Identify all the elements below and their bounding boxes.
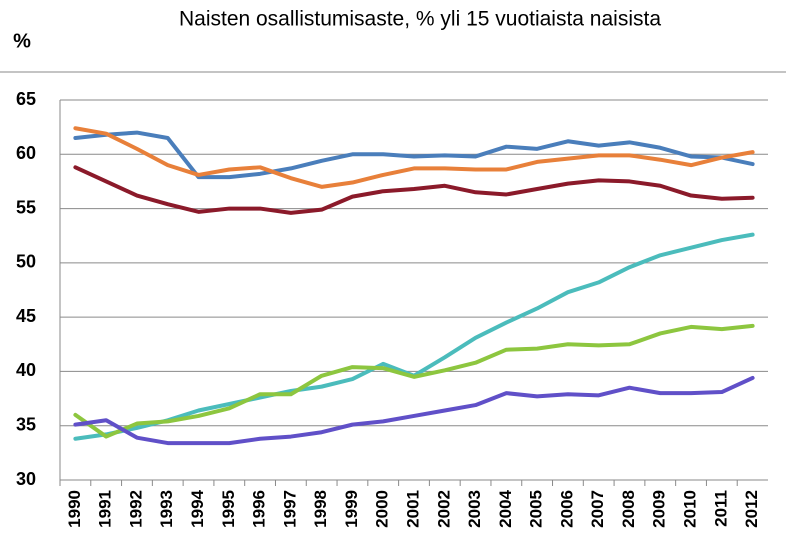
x-tick-label: 1998 — [311, 490, 330, 528]
y-tick-label: 50 — [16, 252, 36, 272]
x-tick-label: 1991 — [96, 490, 115, 528]
y-tick-label: 45 — [16, 306, 36, 326]
series-line — [73, 375, 755, 446]
series-line — [73, 130, 755, 180]
x-tick-label: 1997 — [280, 490, 299, 528]
x-tick-label: 2012 — [742, 490, 761, 528]
y-tick-label: 40 — [16, 360, 36, 380]
chart-title: Naisten osallistumisaste, % yli 15 vuoti… — [179, 8, 661, 31]
y-tick-label: 55 — [16, 197, 36, 217]
x-tick-label: 1996 — [250, 490, 269, 528]
x-tick-label: 2007 — [588, 490, 607, 528]
series-line — [73, 126, 755, 189]
x-tick-label: 2000 — [373, 490, 392, 528]
series-line — [73, 165, 755, 215]
series-line — [73, 323, 755, 439]
x-tick-label: 1999 — [342, 490, 361, 528]
y-tick-label: 60 — [16, 143, 36, 163]
x-tick-label: 2010 — [681, 490, 700, 528]
x-tick-label: 2002 — [434, 490, 453, 528]
y-tick-label: 30 — [16, 469, 36, 489]
x-tick-label: 2008 — [619, 490, 638, 528]
x-tick-label: 1990 — [65, 490, 84, 528]
y-tick-label: 35 — [16, 414, 36, 434]
x-tick-label: 2006 — [557, 490, 576, 528]
x-tick-label: 2001 — [403, 490, 422, 528]
x-tick-label: 2004 — [496, 489, 515, 527]
x-tick-label: 1995 — [219, 490, 238, 528]
x-tick-label: 2003 — [465, 490, 484, 528]
x-tick-label: 1993 — [157, 490, 176, 528]
x-tick-label: 2011 — [711, 490, 730, 527]
x-tick-label: 2009 — [650, 490, 669, 528]
x-tick-label: 1994 — [188, 489, 207, 527]
x-tick-label: 1992 — [126, 490, 145, 528]
y-tick-label: 65 — [16, 89, 36, 109]
y-axis-label: % — [13, 30, 31, 52]
x-tick-label: 2005 — [527, 490, 546, 528]
